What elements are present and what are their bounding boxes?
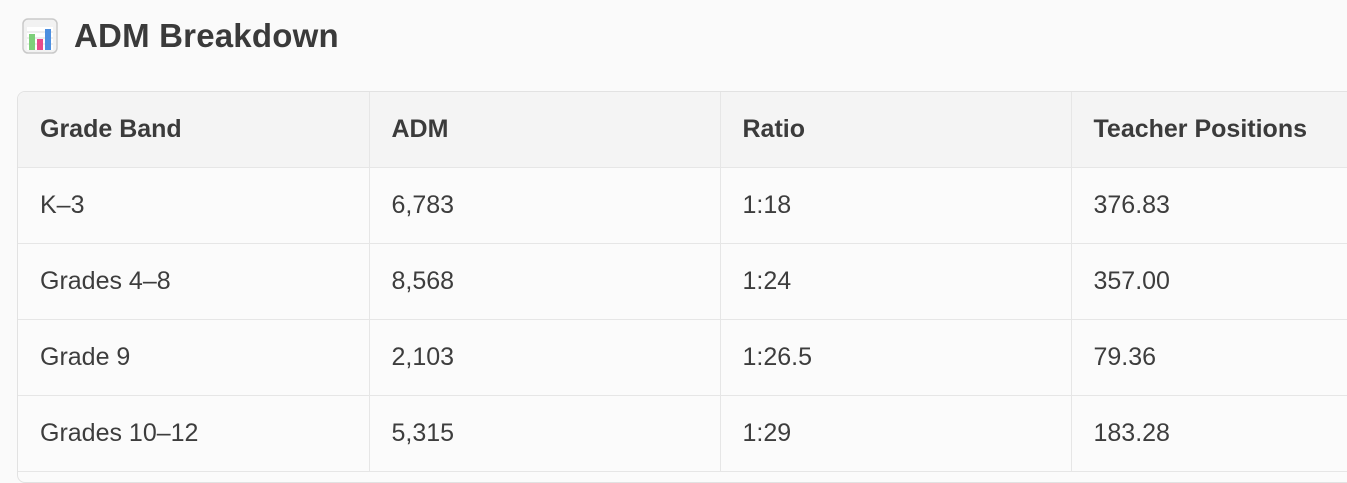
bar-chart-icon	[22, 18, 58, 54]
cell-ratio: 1:29	[720, 395, 1072, 472]
cell-adm: 6,783	[369, 167, 721, 244]
cell-ratio: 1:18	[720, 167, 1072, 244]
column-header-grade-band: Grade Band	[18, 92, 370, 168]
cell-ratio: 1:26.5	[720, 319, 1072, 396]
column-header-adm: ADM	[369, 92, 721, 168]
table-row: Grade 9 2,103 1:26.5 79.36	[18, 319, 1347, 396]
cell-grade-band: K–3	[18, 167, 370, 244]
cell-adm: 5,315	[369, 395, 721, 472]
cell-grade-band: Grades 10–12	[18, 395, 370, 472]
cell-teacher-positions: 357.00	[1071, 243, 1347, 320]
cell-teacher-positions: 183.28	[1071, 395, 1347, 472]
cell-adm: 2,103	[369, 319, 721, 396]
column-header-ratio: Ratio	[720, 92, 1072, 168]
cell-adm: 8,568	[369, 243, 721, 320]
section-heading: ADM Breakdown	[22, 14, 339, 58]
cell-grade-band: Grades 4–8	[18, 243, 370, 320]
table-header-row: Grade Band ADM Ratio Teacher Positions	[18, 92, 1347, 168]
table-row: Grades 4–8 8,568 1:24 357.00	[18, 243, 1347, 320]
cell-ratio: 1:24	[720, 243, 1072, 320]
cell-teacher-positions: 79.36	[1071, 319, 1347, 396]
adm-table-container: Grade Band ADM Ratio Teacher Positions K…	[17, 91, 1347, 483]
cell-teacher-positions: 376.83	[1071, 167, 1347, 244]
adm-table: Grade Band ADM Ratio Teacher Positions K…	[18, 92, 1347, 472]
table-row: Grades 10–12 5,315 1:29 183.28	[18, 395, 1347, 472]
page-title: ADM Breakdown	[74, 17, 339, 54]
column-header-teacher-positions: Teacher Positions	[1071, 92, 1347, 168]
table-row: K–3 6,783 1:18 376.83	[18, 167, 1347, 244]
cell-grade-band: Grade 9	[18, 319, 370, 396]
